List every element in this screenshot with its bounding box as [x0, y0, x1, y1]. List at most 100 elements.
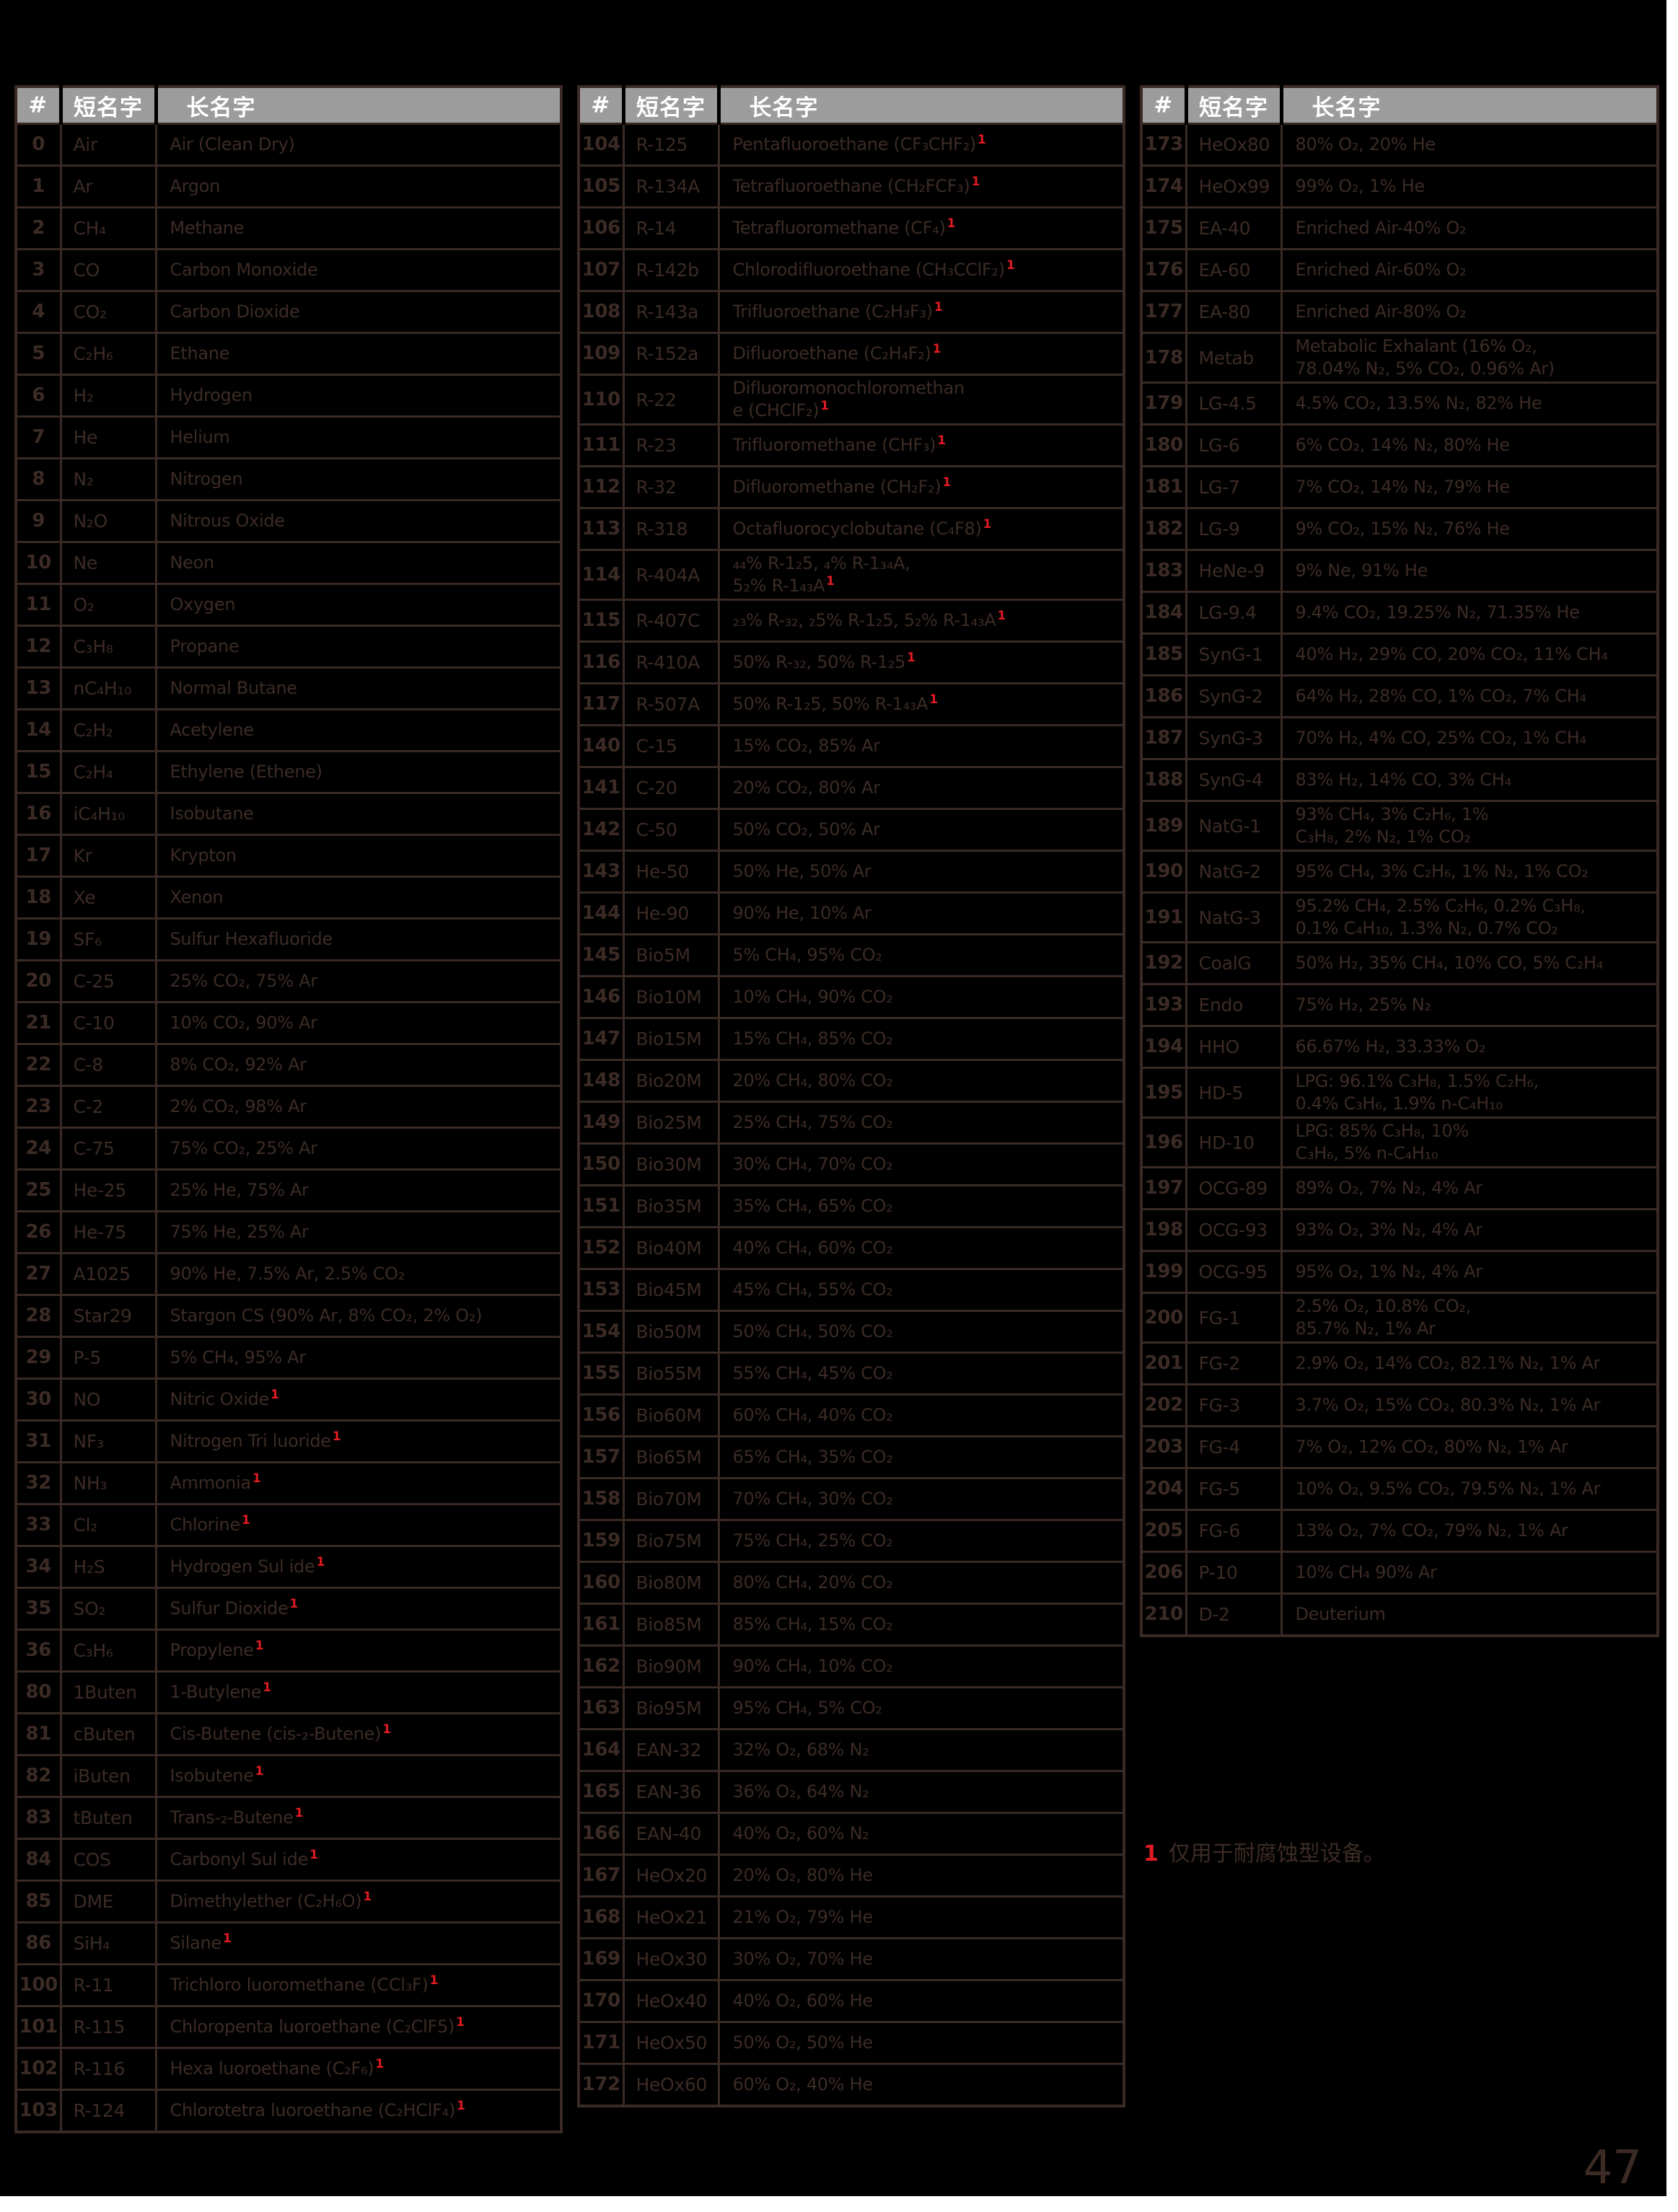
- gas-number: 143: [577, 850, 625, 894]
- gas-short-name: FG-4: [1185, 1425, 1283, 1469]
- gas-long-name: Stargon CS (90% Ar, 8% CO₂, 2% O₂): [154, 1294, 563, 1338]
- gas-long-name: 2.9% O₂, 14% CO₂, 82.1% N₂, 1% Ar: [1280, 1341, 1659, 1385]
- gas-number: 12: [14, 625, 62, 669]
- gas-table-1: # 短名字 长名字 0 Air Air (Clean Dry) 1 Ar Argon 2 CH…: [14, 85, 563, 2133]
- table-row: 201 FG-2 2.9% O₂, 14% CO₂, 82.1% N₂, 1% Ar: [1140, 1341, 1659, 1385]
- table-row: 117 R-507A 50% R-1₂5, 50% R-1₄₃A 1: [577, 682, 1125, 726]
- gas-long-name: Cis-Butene (cis-₂-Butene) 1: [154, 1712, 563, 1756]
- gas-short-name: NF₃: [59, 1419, 157, 1463]
- gas-number: 206: [1140, 1551, 1187, 1595]
- footnote-reference: 1: [826, 574, 835, 589]
- table-row: 30 NO Nitric Oxide 1: [14, 1378, 563, 1422]
- gas-short-name: C-8: [59, 1043, 157, 1087]
- gas-number: 201: [1140, 1341, 1187, 1385]
- table-row: 7 He Helium: [14, 415, 563, 459]
- gas-long-name: Air (Clean Dry): [154, 123, 563, 167]
- table-row: 151 Bio35M 35% CH₄, 65% CO₂: [577, 1184, 1125, 1228]
- gas-short-name: C₂H₆: [59, 332, 157, 376]
- gas-number: 83: [14, 1796, 62, 1840]
- gas-number: 110: [577, 374, 625, 426]
- gas-short-name: HeOx20: [622, 1854, 720, 1898]
- gas-number: 210: [1140, 1592, 1187, 1637]
- table-row: 204 FG-5 10% O₂, 9.5% CO₂, 79.5% N₂, 1% Ar: [1140, 1467, 1659, 1511]
- gas-number: 23: [14, 1085, 62, 1129]
- gas-long-name: 70% CH₄, 30% CO₂: [717, 1477, 1125, 1521]
- gas-short-name: FG-3: [1185, 1383, 1283, 1427]
- gas-short-name: SynG-2: [1185, 674, 1283, 718]
- gas-number: 203: [1140, 1425, 1187, 1469]
- header-long-name: 长名字: [716, 87, 1124, 124]
- gas-short-name: HeOx80: [1185, 123, 1283, 167]
- gas-short-name: HD-5: [1185, 1067, 1283, 1119]
- gas-number: 196: [1140, 1116, 1187, 1168]
- footnote-marker: 1: [1143, 1841, 1159, 1867]
- footnote-reference: 1: [252, 1471, 261, 1486]
- gas-short-name: Bio40M: [622, 1226, 720, 1270]
- table-row: 115 R-407C ₂₃% R-₃₂, ₂5% R-1₂5, 5₂% R-1₄₃A…: [577, 599, 1125, 643]
- table-row: 86 SiH₄ Silane 1: [14, 1921, 563, 1965]
- gas-long-name: 13% O₂, 7% CO₂, 79% N₂, 1% Ar: [1280, 1509, 1659, 1553]
- gas-number: 108: [577, 290, 625, 334]
- footnote: 1 仅用于耐腐蚀型设备。: [1143, 1836, 1648, 1867]
- gas-number: 33: [14, 1503, 62, 1547]
- gas-short-name: R-134A: [622, 164, 720, 208]
- gas-short-name: R-22: [622, 374, 720, 426]
- gas-short-name: R-32: [622, 465, 720, 509]
- gas-short-name: FG-1: [1185, 1292, 1283, 1344]
- gas-long-name: Tetrafluoromethane (CF₄) 1: [717, 206, 1125, 250]
- gas-short-name: EAN-40: [622, 1812, 720, 1856]
- gas-long-name: 50% H₂, 35% CH₄, 10% CO, 5% C₂H₄: [1280, 941, 1659, 985]
- gas-short-name: Bio50M: [622, 1310, 720, 1354]
- gas-long-name: Pentafluoroethane (CF₃CHF₂) 1: [717, 123, 1125, 167]
- gas-long-name: 45% CH₄, 55% CO₂: [717, 1268, 1125, 1312]
- gas-short-name: SynG-3: [1185, 716, 1283, 760]
- table-row: 85 DME Dimethylether (C₂H₆O) 1: [14, 1880, 563, 1924]
- gas-number: 141: [577, 766, 625, 810]
- table-row: 108 R-143a Trifluoroethane (C₂H₃F₃) 1: [577, 290, 1125, 334]
- table-row: 156 Bio60M 60% CH₄, 40% CO₂: [577, 1393, 1125, 1437]
- gas-short-name: C-20: [622, 766, 720, 810]
- gas-short-name: LG-6: [1185, 423, 1283, 467]
- gas-short-name: Ne: [59, 541, 157, 585]
- gas-number: 82: [14, 1754, 62, 1798]
- gas-number: 198: [1140, 1208, 1187, 1252]
- gas-long-name: Nitrous Oxide: [154, 499, 563, 543]
- table-row: 26 He-75 75% He, 25% Ar: [14, 1210, 563, 1254]
- table-row: 11 O₂ Oxygen: [14, 583, 563, 627]
- table-row: 27 A1025 90% He, 7.5% Ar, 2.5% CO₂: [14, 1252, 563, 1296]
- table-header: # 短名字 长名字: [1141, 87, 1658, 124]
- gas-short-name: EAN-36: [622, 1770, 720, 1814]
- gas-number: 30: [14, 1378, 62, 1422]
- table-row: 16 iC₄H₁₀ Isobutane: [14, 792, 563, 836]
- table-row: 140 C-15 15% CO₂, 85% Ar: [577, 724, 1125, 768]
- gas-number: 80: [14, 1670, 62, 1714]
- table-row: 160 Bio80M 80% CH₄, 20% CO₂: [577, 1561, 1125, 1605]
- gas-short-name: CO: [59, 248, 157, 292]
- footnote-reference: 1: [457, 2099, 465, 2113]
- gas-short-name: HD-10: [1185, 1116, 1283, 1168]
- table-row: 142 C-50 50% CO₂, 50% Ar: [577, 808, 1125, 852]
- gas-short-name: SO₂: [59, 1587, 157, 1631]
- gas-long-name: Silane 1: [154, 1921, 563, 1965]
- table-row: 148 Bio20M 20% CH₄, 80% CO₂: [577, 1059, 1125, 1103]
- table-row: 106 R-14 Tetrafluoromethane (CF₄) 1: [577, 206, 1125, 250]
- table-row: 14 C₂H₂ Acetylene: [14, 708, 563, 752]
- gas-short-name: He-25: [59, 1168, 157, 1212]
- footnote-reference: 1: [271, 1388, 279, 1402]
- gas-number: 14: [14, 708, 62, 752]
- gas-short-name: P-10: [1185, 1551, 1283, 1595]
- gas-short-name: NH₃: [59, 1461, 157, 1505]
- gas-long-name: Difluoromonochloromethan e (CHClF₂) 1: [717, 374, 1125, 426]
- gas-long-name: Chlorotetra luoroethane (C₂HClF₄) 1: [154, 2089, 563, 2133]
- gas-long-name: 75% CH₄, 25% CO₂: [717, 1519, 1125, 1563]
- gas-short-name: SynG-1: [1185, 633, 1283, 677]
- gas-short-name: NatG-1: [1185, 800, 1283, 852]
- gas-number: 197: [1140, 1166, 1187, 1210]
- gas-number: 162: [577, 1644, 625, 1688]
- gas-number: 159: [577, 1519, 625, 1563]
- table-row: 35 SO₂ Sulfur Dioxide 1: [14, 1587, 563, 1631]
- gas-number: 204: [1140, 1467, 1187, 1511]
- gas-long-name: 7% CO₂, 14% N₂, 79% He: [1280, 465, 1659, 509]
- table-row: 191 NatG-3 95.2% CH₄, 2.5% C₂H₆, 0.2% C₃H₈…: [1140, 891, 1659, 943]
- gas-short-name: Bio5M: [622, 933, 720, 977]
